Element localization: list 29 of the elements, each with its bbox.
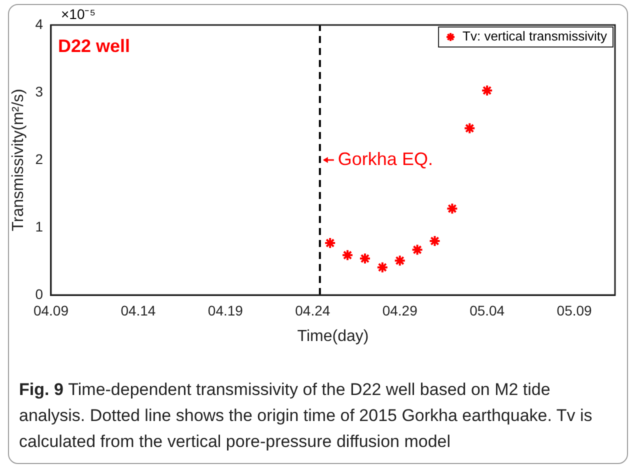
caption: Fig. 9 Time-dependent transmissivity of the D22 well based on M2 tide analysis. Dotted line shows the origin time of 2015 Gorkha earthquake. Tv is calculated from the vertical pore-pressure diffusion model <box>19 379 594 453</box>
x-tick-label: 04.29 <box>382 302 418 318</box>
legend-label: Tv: vertical transmissivity <box>462 28 608 44</box>
y-tick-label: 4 <box>35 16 44 32</box>
point <box>481 84 494 96</box>
y-axis-title: Transmissivity(m²/s) <box>10 88 28 232</box>
ref-line-label: Gorkha EQ. <box>338 148 433 169</box>
x-tick-label: 04.24 <box>295 302 330 318</box>
x-tick-label: 04.09 <box>33 302 69 318</box>
point <box>411 244 424 256</box>
point <box>358 252 371 265</box>
x-tick-label: 05.09 <box>556 302 592 318</box>
x-tick-label: 04.19 <box>208 302 244 318</box>
point <box>446 202 458 215</box>
text: ×10⁻⁵ <box>60 6 96 22</box>
point <box>464 122 476 134</box>
point <box>324 237 336 250</box>
point <box>428 235 441 247</box>
annotation: D22 well <box>58 36 130 56</box>
point <box>376 261 388 274</box>
y-tick-label: 1 <box>35 218 44 234</box>
x-tick-label: 04.14 <box>120 302 156 318</box>
y-tick-label: 2 <box>35 150 44 167</box>
x-axis-title: Time(day) <box>297 328 369 345</box>
y-tick-label: 0 <box>35 286 44 302</box>
x-tick-label: 05.04 <box>470 302 505 318</box>
point <box>394 254 406 267</box>
point <box>342 249 354 262</box>
y-tick-label: 3 <box>35 83 44 100</box>
